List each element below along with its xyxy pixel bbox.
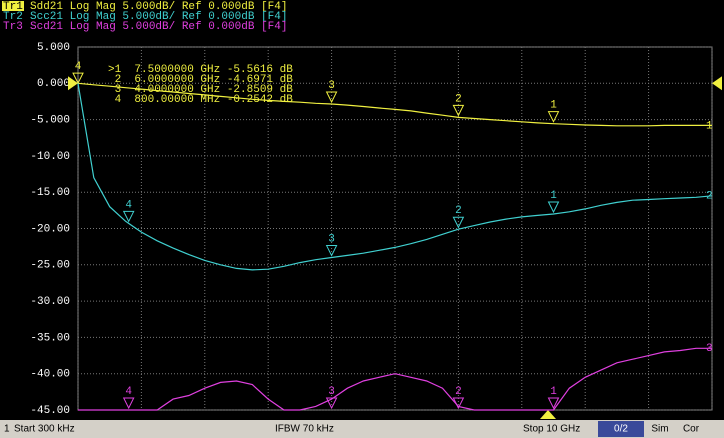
status-bar bbox=[0, 420, 724, 438]
marker-label: 2 bbox=[455, 386, 462, 398]
marker-label: 4 bbox=[125, 386, 132, 398]
marker-label: 4 bbox=[125, 199, 132, 211]
marker-triangle bbox=[547, 201, 560, 214]
y-tick-label: 5.000 bbox=[37, 42, 70, 54]
status-ifbw: IFBW 70 kHz bbox=[275, 424, 334, 435]
trace-end-label: 1 bbox=[706, 120, 713, 132]
marker-triangle bbox=[547, 397, 560, 410]
trace-measurement: Scc21 Log Mag 5.000dB/ Ref 0.000dB [F4] bbox=[30, 11, 287, 23]
status-sim: Sim bbox=[651, 424, 668, 435]
trace-line bbox=[77, 82, 712, 127]
trace-end-label: 2 bbox=[706, 191, 713, 203]
marker-readout: >1 7.5000000 GHz -5.5616 dB bbox=[108, 64, 293, 76]
y-tick-label: -35.00 bbox=[30, 332, 70, 344]
marker-label: 3 bbox=[328, 386, 335, 398]
y-tick-label: -30.00 bbox=[30, 296, 70, 308]
marker-label: 1 bbox=[550, 190, 557, 202]
marker-triangle bbox=[325, 245, 338, 257]
marker-readout: 3 4.0000000 GHz -2.8509 dB bbox=[108, 84, 293, 96]
active-trace-box bbox=[2, 1, 24, 11]
marker-triangle bbox=[122, 397, 135, 410]
marker-label: 2 bbox=[455, 205, 462, 217]
marker-label: 1 bbox=[550, 386, 557, 398]
marker-label: 4 bbox=[75, 61, 82, 73]
trace-end-label: 3 bbox=[706, 343, 713, 355]
trace-name: Tr3 bbox=[3, 21, 23, 33]
trace-line bbox=[78, 347, 712, 411]
reference-arrow bbox=[68, 76, 78, 91]
stop-arrow bbox=[540, 410, 556, 419]
status-channel: 1 bbox=[4, 424, 10, 435]
y-tick-label: 0.000 bbox=[37, 78, 70, 90]
marker-triangle bbox=[325, 91, 338, 104]
y-tick-label: -40.00 bbox=[30, 369, 70, 381]
marker-readout: 2 6.0000000 GHz -4.6971 dB bbox=[108, 74, 293, 86]
marker-triangle bbox=[325, 397, 338, 410]
marker-label: 3 bbox=[328, 233, 335, 245]
marker-triangle bbox=[122, 210, 135, 223]
status-count-box bbox=[598, 421, 644, 437]
marker-label: 2 bbox=[455, 93, 462, 105]
y-tick-label: -15.00 bbox=[30, 187, 70, 199]
status-count: 0/2 bbox=[614, 424, 628, 435]
trace-name: Tr2 bbox=[3, 11, 23, 23]
y-tick-label: -25.00 bbox=[30, 260, 70, 272]
y-tick-label: -10.00 bbox=[30, 151, 70, 163]
trace-line bbox=[77, 83, 713, 271]
marker-label: 3 bbox=[328, 80, 335, 92]
trace-name: Tr1 bbox=[3, 1, 23, 13]
marker-triangle bbox=[452, 104, 465, 117]
status-cor: Cor bbox=[683, 424, 700, 435]
y-tick-label: -5.000 bbox=[30, 115, 70, 127]
marker-triangle bbox=[547, 111, 560, 123]
trace-measurement: Sdd21 Log Mag 5.000dB/ Ref 0.000dB [F4] bbox=[30, 1, 287, 13]
status-start: Start 300 kHz bbox=[14, 424, 75, 435]
marker-triangle bbox=[452, 397, 465, 410]
reference-arrow bbox=[712, 76, 722, 91]
marker-triangle bbox=[72, 72, 84, 85]
y-tick-label: -45.00 bbox=[30, 405, 70, 417]
marker-label: 1 bbox=[550, 100, 557, 112]
marker-readout: 4 800.00000 MHz -0.2542 dB bbox=[108, 94, 293, 106]
status-stop: Stop 10 GHz bbox=[523, 424, 580, 435]
trace-measurement: Scd21 Log Mag 5.000dB/ Ref 0.000dB [F4] bbox=[30, 21, 287, 33]
marker-triangle bbox=[452, 216, 465, 229]
y-tick-label: -20.00 bbox=[30, 223, 70, 235]
